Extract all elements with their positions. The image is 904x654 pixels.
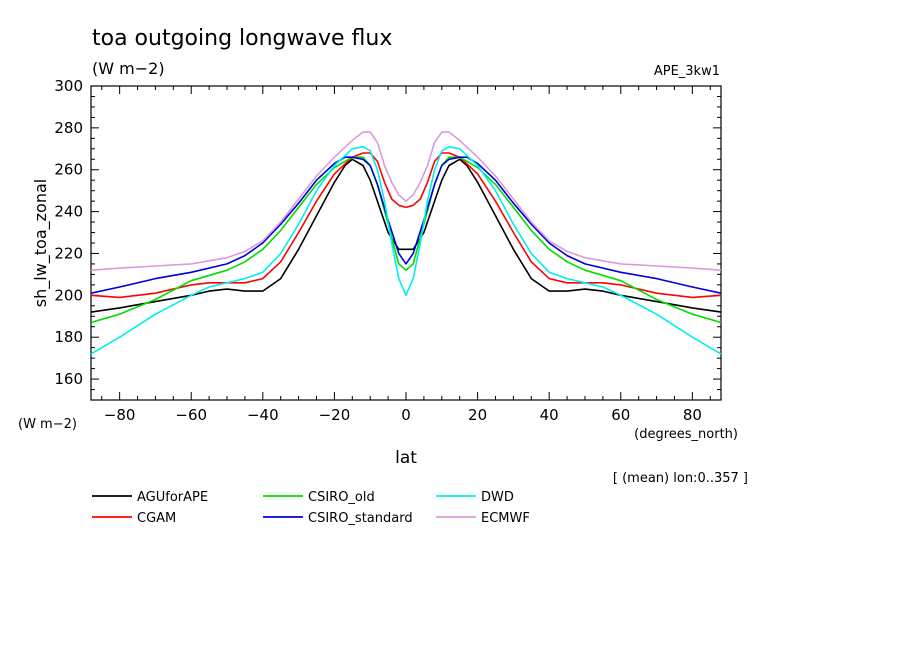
legend: AGUforAPE CGAM CSIRO_old CSIRO_standard DWD E… [92,490,530,526]
y-tick-label: 280 [54,119,83,137]
x-units-label: (degrees_north) [634,427,738,442]
y-units-label: (W m−2) [18,417,77,432]
x-axis: −80 −60 −40 −20 0 20 40 60 80 [101,86,711,424]
plot-area [90,85,722,401]
chart-subtitle: (W m−2) [92,59,165,78]
x-tick-label: −80 [104,406,136,424]
y-tick-label: 200 [54,286,83,304]
legend-label-aguforape: AGUforAPE [137,490,208,505]
series-line-csiro-old [90,156,722,324]
x-tick-label: 80 [683,406,702,424]
legend-label-csiro-standard: CSIRO_standard [308,511,413,526]
y-axis-label: sh_lw_toa_zonal [31,179,51,307]
series-line-aguforape [90,158,722,313]
y-tick-label: 180 [54,328,83,346]
y-tick-label: 260 [54,161,83,179]
series-lines [90,131,722,355]
x-tick-label: −40 [247,406,279,424]
x-tick-label: 60 [611,406,630,424]
series-line-csiro-standard [90,156,722,294]
plot-frame [90,85,722,401]
series-line-cgam [90,152,722,299]
x-tick-label: 20 [468,406,487,424]
averaging-note: [ (mean) lon:0..357 ] [613,471,748,486]
legend-label-cgam: CGAM [137,511,176,526]
y-tick-label: 160 [54,370,83,388]
legend-label-dwd: DWD [481,490,514,505]
series-line-dwd [90,145,722,355]
experiment-label: APE_3kw1 [654,64,720,79]
x-tick-label: −60 [175,406,207,424]
y-tick-label: 240 [54,203,83,221]
x-axis-label: lat [395,448,417,468]
legend-label-csiro-old: CSIRO_old [308,490,375,505]
x-tick-label: 0 [401,406,411,424]
y-axis: 160 180 200 220 240 260 280 300 [54,77,721,401]
legend-label-ecmwf: ECMWF [481,511,530,526]
chart-title: toa outgoing longwave flux [92,26,392,51]
series-line-ecmwf [90,131,722,271]
x-tick-label: 40 [540,406,559,424]
y-tick-label: 220 [54,244,83,262]
y-tick-label: 300 [54,77,83,95]
x-tick-label: −20 [319,406,351,424]
